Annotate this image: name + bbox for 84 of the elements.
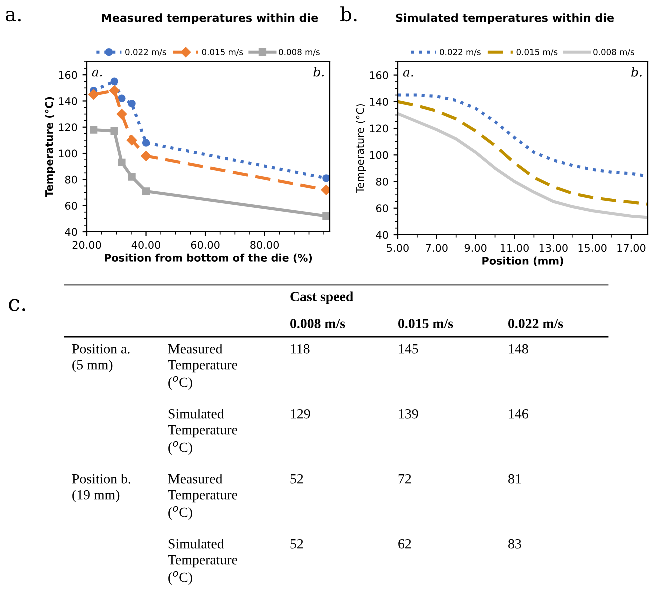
- point: [126, 135, 138, 146]
- line-series: [398, 112, 648, 220]
- annotation: b.: [632, 67, 642, 77]
- chart-title: Simulated temperatures within die: [396, 14, 614, 24]
- point: [142, 188, 150, 196]
- legend-label: 0.022 m/s: [126, 49, 166, 56]
- legend-label: 0.008 m/s: [279, 49, 320, 56]
- text: 118: [291, 344, 310, 354]
- x-axis-title: Position (mm): [482, 256, 564, 266]
- y-axis-title: Temperature (°C): [45, 97, 56, 198]
- text: 83: [508, 539, 522, 549]
- y-tick-label: 120: [59, 124, 78, 132]
- y-axis-title: Temperature (°C): [356, 104, 366, 194]
- point: [109, 86, 120, 96]
- x-tick-label: 20.00: [72, 241, 102, 250]
- text: 62: [398, 539, 412, 549]
- x-tick-label: 15.00: [578, 244, 607, 252]
- x-tick-label: 13.00: [540, 244, 568, 252]
- y-tick-label: 100: [59, 150, 78, 158]
- y-tick-label: 120: [370, 124, 388, 133]
- legend-label: 0.015 m/s: [202, 49, 244, 56]
- x-tick-label: 80.00: [250, 241, 280, 250]
- category-label: Simulated Temperature ($^{o}$C): [168, 539, 238, 586]
- x-tick-label: 9.00: [464, 244, 487, 252]
- text: 148: [509, 344, 528, 354]
- y-tick-label: 140: [59, 97, 78, 106]
- x-tick-label: 17.00: [618, 244, 646, 252]
- point: [118, 94, 126, 102]
- legend-label: 0.008 m/s: [594, 49, 634, 56]
- legend-label: 0.015 m/s: [516, 49, 558, 56]
- point: [90, 126, 98, 134]
- text: 72: [398, 474, 412, 484]
- x-tick-label: 11.00: [500, 244, 529, 252]
- point: [322, 212, 330, 220]
- annotation: b.: [314, 67, 324, 77]
- x-axis-title: Position from bottom of the die (%): [105, 254, 312, 264]
- text: Cast speed: [290, 292, 354, 304]
- y-tick-label: 160: [370, 72, 388, 80]
- y-tick-label: 60: [65, 202, 78, 210]
- text: 145: [399, 344, 418, 354]
- text: 52: [290, 539, 304, 549]
- line-series: [398, 100, 648, 206]
- y-tick-label: 80: [65, 176, 78, 184]
- point: [128, 173, 136, 181]
- x-tick-label: 5.00: [387, 244, 409, 252]
- text: 146: [509, 409, 528, 419]
- legend-label: 0.022 m/s: [440, 49, 481, 56]
- chart-title: Measured temperatures within die: [102, 14, 318, 24]
- text: c.: [9, 299, 26, 312]
- text: b.: [340, 6, 357, 22]
- point: [141, 151, 152, 162]
- category-label: Measured Temperature ($^{o}$C): [168, 474, 238, 520]
- point: [110, 78, 118, 86]
- text: 52: [290, 474, 304, 484]
- category-label: 0.022 m/s: [508, 319, 564, 329]
- category-label: 0.015 m/s: [398, 319, 454, 329]
- x-tick-label: 7.00: [426, 244, 448, 252]
- y-tick-label: 140: [370, 98, 388, 106]
- point: [116, 109, 128, 120]
- x-tick-label: 40.00: [132, 241, 160, 250]
- category-label: Position a. (5 mm): [72, 344, 130, 373]
- x-tick-label: 60.00: [191, 241, 220, 250]
- y-tick-label: 160: [59, 71, 78, 80]
- category-label: Measured Temperature ($^{o}$C): [168, 344, 238, 390]
- text: 129: [291, 409, 310, 419]
- text: 81: [508, 474, 522, 484]
- y-tick-label: 60: [376, 204, 388, 212]
- y-tick-label: 40: [376, 231, 388, 240]
- point: [142, 139, 150, 147]
- annotation: a.: [403, 70, 414, 77]
- category-label: 0.008 m/s: [290, 319, 346, 329]
- text: a.: [6, 10, 21, 22]
- category-label: Position b. (19 mm): [72, 474, 131, 503]
- category-label: Simulated Temperature ($^{o}$C): [168, 409, 238, 456]
- y-tick-label: 40: [65, 228, 78, 236]
- point: [118, 158, 126, 167]
- y-tick-label: 100: [370, 151, 388, 160]
- y-tick-label: 80: [376, 178, 388, 186]
- point: [128, 100, 136, 108]
- point: [322, 174, 330, 182]
- point: [110, 127, 118, 136]
- text: 139: [399, 409, 418, 419]
- point: [88, 90, 99, 100]
- annotation: a.: [92, 70, 102, 77]
